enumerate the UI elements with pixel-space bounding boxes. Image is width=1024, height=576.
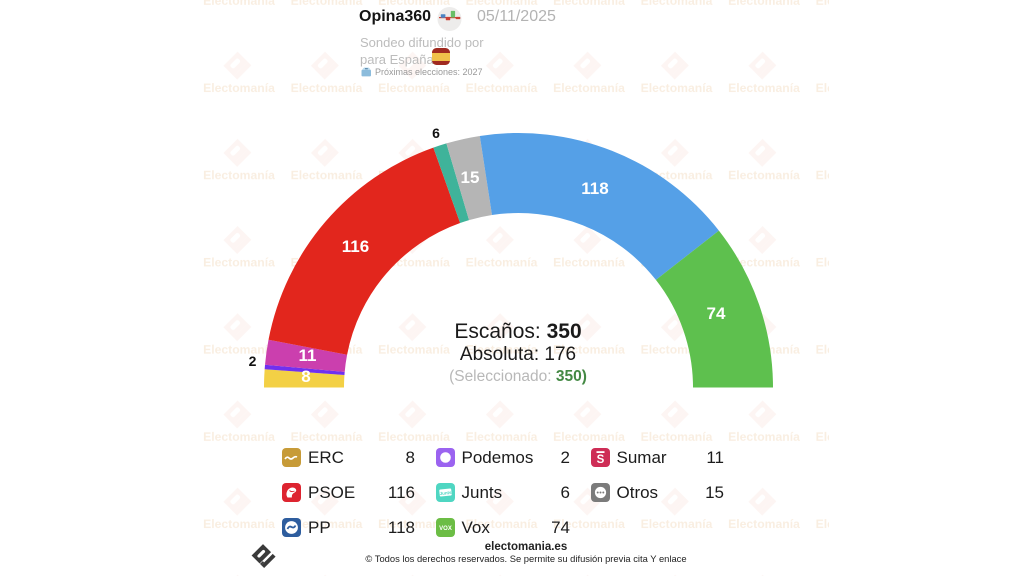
- svg-text:S: S: [596, 454, 604, 466]
- svg-text:Junts: Junts: [439, 490, 452, 496]
- svg-text:VOX: VOX: [439, 526, 452, 532]
